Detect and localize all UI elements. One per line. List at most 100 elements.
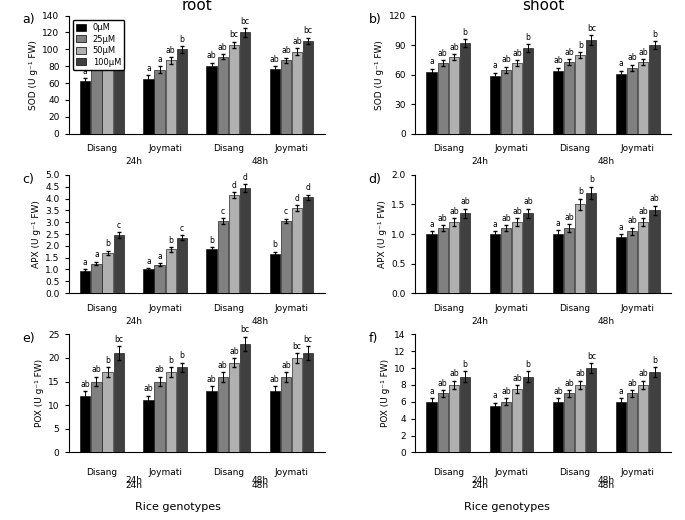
- Text: a: a: [94, 50, 99, 60]
- Bar: [218, 221, 228, 293]
- Bar: [206, 391, 216, 452]
- Text: ab: ab: [638, 47, 648, 57]
- Bar: [143, 269, 153, 293]
- Text: b: b: [116, 28, 121, 37]
- Bar: [564, 62, 574, 134]
- Text: ab: ab: [638, 369, 648, 379]
- Text: c: c: [180, 224, 184, 233]
- Bar: [292, 52, 302, 134]
- Text: 24h: 24h: [471, 157, 488, 166]
- Text: Joymati: Joymati: [275, 468, 308, 477]
- Text: ab: ab: [155, 366, 164, 374]
- Text: c): c): [23, 173, 34, 186]
- Text: 48h: 48h: [597, 317, 614, 326]
- Bar: [512, 63, 522, 134]
- Bar: [281, 377, 291, 452]
- Text: b: b: [209, 236, 214, 244]
- Y-axis label: APX (U g⁻¹ FW): APX (U g⁻¹ FW): [32, 200, 41, 268]
- Text: a: a: [158, 252, 162, 261]
- Text: ab: ab: [207, 375, 216, 384]
- Bar: [512, 222, 522, 293]
- Bar: [460, 213, 470, 293]
- Text: Joymati: Joymati: [621, 468, 655, 477]
- Text: bc: bc: [114, 335, 123, 344]
- Bar: [523, 213, 534, 293]
- Text: Rice genotypes: Rice genotypes: [464, 502, 550, 512]
- Bar: [240, 344, 250, 452]
- Bar: [586, 193, 597, 293]
- Text: c: c: [116, 221, 121, 230]
- Y-axis label: APX (U g⁻¹ FW): APX (U g⁻¹ FW): [378, 200, 387, 268]
- Text: Disang: Disang: [433, 144, 464, 153]
- Text: a: a: [493, 219, 497, 229]
- Bar: [270, 254, 280, 293]
- Text: ab: ab: [501, 214, 511, 223]
- Text: Disang: Disang: [213, 144, 244, 153]
- Bar: [80, 270, 90, 293]
- Text: Disang: Disang: [86, 304, 118, 313]
- Text: a: a: [619, 59, 623, 68]
- Text: ab: ab: [512, 207, 522, 216]
- Text: b: b: [179, 35, 184, 44]
- Text: 48h: 48h: [597, 480, 614, 490]
- Bar: [281, 221, 291, 293]
- Text: c: c: [221, 207, 225, 216]
- Bar: [512, 389, 522, 452]
- Bar: [638, 385, 649, 452]
- Text: 24h: 24h: [125, 480, 142, 490]
- Text: Disang: Disang: [433, 468, 464, 477]
- Text: ab: ab: [564, 47, 574, 57]
- Text: ab: ab: [438, 48, 447, 58]
- Text: ab: ab: [449, 207, 459, 216]
- Bar: [649, 211, 660, 293]
- Text: Disang: Disang: [213, 304, 244, 313]
- Text: ab: ab: [103, 48, 112, 57]
- Text: b: b: [105, 356, 110, 365]
- Text: ab: ab: [512, 48, 522, 58]
- Bar: [218, 377, 228, 452]
- Text: 48h: 48h: [597, 157, 614, 166]
- Text: 24h: 24h: [125, 157, 142, 166]
- Bar: [281, 60, 291, 134]
- Text: b: b: [169, 356, 173, 365]
- Text: Disang: Disang: [559, 304, 590, 313]
- Bar: [270, 69, 280, 134]
- Bar: [490, 406, 500, 452]
- Text: a: a: [146, 257, 151, 266]
- Bar: [575, 385, 585, 452]
- Text: ab: ab: [460, 197, 470, 206]
- Text: Joymati: Joymati: [621, 144, 655, 153]
- Text: ab: ab: [501, 56, 511, 64]
- Bar: [292, 358, 302, 452]
- Text: ab: ab: [207, 51, 216, 60]
- Y-axis label: SOD (U g⁻¹ FW): SOD (U g⁻¹ FW): [29, 40, 38, 110]
- Y-axis label: POX (U g⁻¹ FW): POX (U g⁻¹ FW): [35, 359, 44, 427]
- Text: ab: ab: [438, 379, 447, 387]
- Text: Joymati: Joymati: [495, 144, 528, 153]
- Text: Joymati: Joymati: [148, 468, 182, 477]
- Bar: [80, 396, 90, 452]
- Text: Joymati: Joymati: [495, 468, 528, 477]
- Bar: [575, 204, 585, 293]
- Bar: [627, 231, 637, 293]
- Bar: [523, 376, 534, 452]
- Text: d: d: [306, 183, 311, 192]
- Text: a: a: [83, 258, 88, 267]
- Text: b: b: [273, 240, 277, 250]
- Text: bc: bc: [292, 342, 301, 351]
- Text: a: a: [619, 387, 623, 396]
- Text: Joymati: Joymati: [495, 304, 528, 313]
- Bar: [427, 234, 437, 293]
- Text: ab: ab: [512, 373, 522, 383]
- Bar: [616, 237, 626, 293]
- Text: 24h: 24h: [125, 476, 142, 485]
- Text: ab: ab: [270, 375, 279, 384]
- Text: b: b: [179, 352, 184, 360]
- Text: Joymati: Joymati: [275, 144, 308, 153]
- Text: 48h: 48h: [251, 317, 269, 326]
- Text: b: b: [105, 239, 110, 248]
- Bar: [553, 71, 563, 134]
- Bar: [166, 60, 176, 134]
- Text: Disang: Disang: [86, 144, 118, 153]
- Text: ab: ab: [166, 46, 175, 55]
